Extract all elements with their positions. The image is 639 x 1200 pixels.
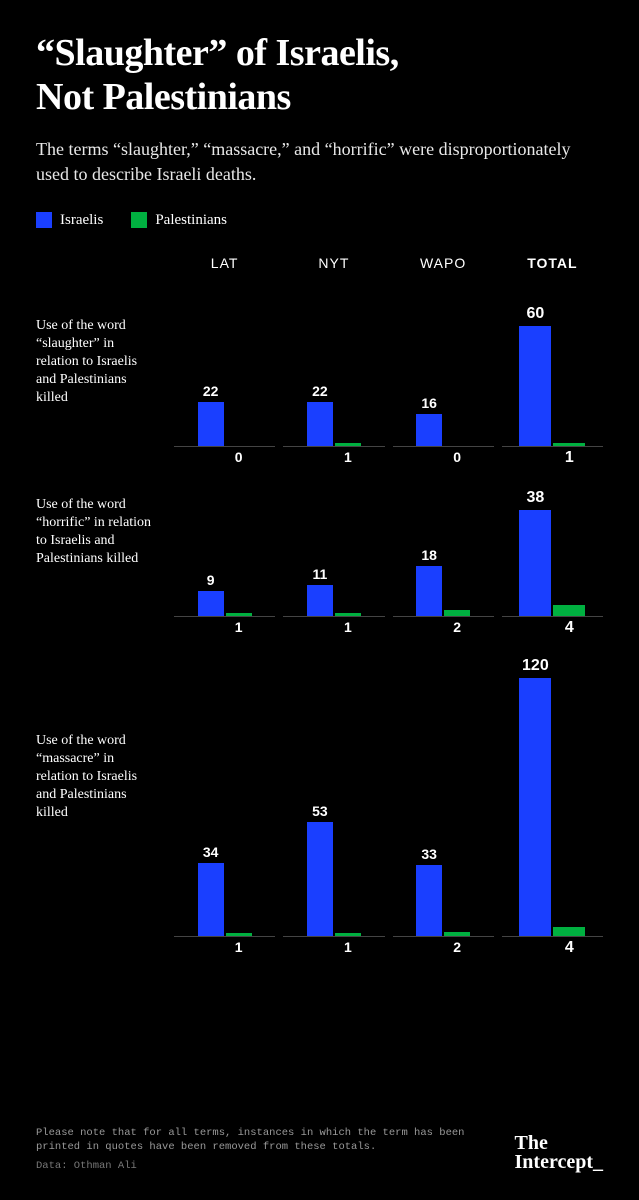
- bar-palestinian: [444, 932, 470, 936]
- column-header-lat: LAT: [174, 255, 275, 277]
- row-label: Use of the word “massacre” in relation t…: [36, 617, 166, 937]
- bar-israeli: [416, 414, 442, 446]
- bar-value-palestinian: 2: [453, 940, 461, 954]
- bar-israeli: [198, 591, 224, 616]
- bar-israeli: [519, 678, 551, 936]
- chart-cell: 384: [502, 447, 603, 617]
- chart-title: “Slaughter” of Israelis, Not Palestinian…: [36, 32, 603, 119]
- bar-value-israeli: 120: [522, 658, 549, 674]
- bar-value-israeli: 9: [207, 573, 215, 587]
- bar-israeli: [416, 865, 442, 936]
- bar-israeli: [519, 510, 551, 616]
- footnote: Please note that for all terms, instance…: [36, 1126, 476, 1154]
- bar-palestinian: [553, 443, 585, 446]
- legend-item-palestinians: Palestinians: [131, 212, 227, 229]
- chart-cell: 220: [174, 277, 275, 447]
- bar-israeli: [198, 402, 224, 446]
- bar-value-israeli: 34: [203, 845, 219, 859]
- chart-grid: LAT NYT WAPO TOTAL Use of the word “slaughte…: [36, 255, 603, 937]
- bar-israeli: [198, 863, 224, 936]
- bar-palestinian: [553, 927, 585, 936]
- column-header-nyt: NYT: [283, 255, 384, 277]
- legend-swatch-palestinians: [131, 212, 147, 228]
- bar-palestinian: [335, 443, 361, 446]
- chart-cell: 601: [502, 277, 603, 447]
- bar-value-palestinian: 1: [344, 940, 352, 954]
- bar-value-israeli: 33: [421, 847, 437, 861]
- chart-cell: 531: [283, 617, 384, 937]
- chart-cell: 221: [283, 277, 384, 447]
- footer: Please note that for all terms, instance…: [36, 1126, 603, 1172]
- bar-palestinian: [226, 613, 252, 616]
- bar-value-israeli: 22: [312, 384, 328, 398]
- bar-palestinian: [444, 610, 470, 616]
- legend-label-palestinians: Palestinians: [155, 212, 227, 229]
- chart-subtitle: The terms “slaughter,” “massacre,” and “…: [36, 137, 603, 186]
- bar-palestinian: [335, 613, 361, 616]
- bar-value-israeli: 18: [421, 548, 437, 562]
- legend-swatch-israelis: [36, 212, 52, 228]
- bar-value-israeli: 11: [312, 567, 327, 581]
- bar-israeli: [307, 585, 333, 616]
- chart-cell: 341: [174, 617, 275, 937]
- chart-cell: 1204: [502, 617, 603, 937]
- bar-value-israeli: 16: [421, 396, 437, 410]
- bar-value-palestinian: 1: [235, 940, 243, 954]
- chart-cell: 332: [393, 617, 494, 937]
- bar-value-israeli: 60: [526, 306, 544, 322]
- chart-cell: 160: [393, 277, 494, 447]
- chart-cell: 182: [393, 447, 494, 617]
- chart-cell: 111: [283, 447, 384, 617]
- bar-palestinian: [335, 933, 361, 936]
- bar-value-israeli: 53: [312, 804, 328, 818]
- bar-value-israeli: 38: [526, 490, 544, 506]
- column-header-total: TOTAL: [502, 255, 603, 277]
- bar-israeli: [307, 822, 333, 936]
- chart-cell: 91: [174, 447, 275, 617]
- row-label: Use of the word “horrific” in relation t…: [36, 447, 166, 617]
- bar-israeli: [519, 326, 551, 446]
- bar-israeli: [307, 402, 333, 446]
- bar-palestinian: [226, 933, 252, 936]
- bar-value-palestinian: 4: [565, 940, 574, 956]
- legend: Israelis Palestinians: [36, 212, 603, 229]
- bar-palestinian: [553, 605, 585, 616]
- legend-item-israelis: Israelis: [36, 212, 103, 229]
- bar-value-israeli: 22: [203, 384, 219, 398]
- publisher-logo: The Intercept_: [515, 1134, 604, 1172]
- bar-israeli: [416, 566, 442, 616]
- row-label: Use of the word “slaughter” in relation …: [36, 277, 166, 447]
- legend-label-israelis: Israelis: [60, 212, 103, 229]
- column-header-wapo: WAPO: [393, 255, 494, 277]
